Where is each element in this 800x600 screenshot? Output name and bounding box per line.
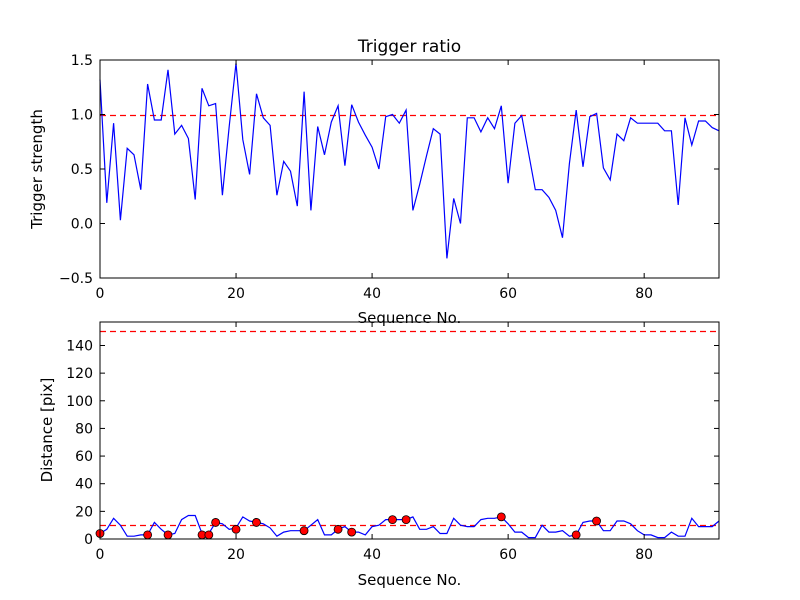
data-point-marker bbox=[347, 527, 357, 537]
y-tick-label: −0.5 bbox=[59, 271, 93, 287]
x-tick-label: 20 bbox=[227, 547, 245, 563]
x-tick-label: 40 bbox=[363, 286, 381, 302]
data-point-marker bbox=[401, 515, 411, 525]
x-tick-label: 0 bbox=[96, 547, 105, 563]
y-tick-label: 1.0 bbox=[71, 108, 93, 124]
x-tick-label: 80 bbox=[635, 286, 653, 302]
x-axis-label: Sequence No. bbox=[358, 309, 462, 327]
x-axis-label: Sequence No. bbox=[358, 571, 462, 589]
x-tick-label: 40 bbox=[363, 547, 381, 563]
data-point-marker bbox=[211, 518, 221, 527]
y-tick-label: 120 bbox=[66, 366, 93, 382]
x-tick-label: 80 bbox=[635, 547, 653, 563]
data-point-marker bbox=[163, 530, 173, 540]
data-point-marker bbox=[333, 524, 343, 534]
y-tick-label: 80 bbox=[75, 421, 93, 437]
series-line-trigger-strength bbox=[99, 63, 720, 259]
distance-chart: 0 20 40 60 80 100 120 140 0 20 40 60 80 Sequence No… bbox=[38, 321, 720, 589]
data-point-marker bbox=[592, 516, 601, 526]
y-axis-label: Trigger strength bbox=[28, 109, 46, 230]
data-point-marker bbox=[252, 518, 261, 527]
y-tick-label: 0.0 bbox=[71, 217, 93, 233]
x-tick-label: 20 bbox=[227, 286, 245, 302]
data-point-marker bbox=[143, 530, 153, 540]
x-tick-label: 0 bbox=[96, 286, 105, 302]
data-point-marker bbox=[388, 515, 397, 525]
y-tick-label: 40 bbox=[75, 477, 93, 493]
x-tick-label: 60 bbox=[499, 547, 517, 563]
data-point-marker bbox=[496, 512, 506, 522]
y-tick-label: 0 bbox=[84, 532, 93, 548]
y-tick-label: 60 bbox=[75, 449, 93, 465]
y-axis-ticks: −0.5 0.0 0.5 1.0 1.5 bbox=[59, 53, 719, 287]
data-point-marker bbox=[299, 526, 309, 536]
plot-frame bbox=[99, 59, 720, 279]
data-point-marker bbox=[571, 530, 581, 540]
y-tick-label: 0.5 bbox=[71, 162, 93, 178]
y-tick-label: 140 bbox=[66, 338, 93, 354]
plot-frame bbox=[99, 321, 720, 540]
y-tick-label: 20 bbox=[75, 504, 93, 520]
y-tick-label: 100 bbox=[66, 394, 93, 410]
y-axis-ticks: 0 20 40 60 80 100 120 140 bbox=[66, 338, 719, 548]
data-point-marker bbox=[231, 524, 241, 534]
y-tick-label: 1.5 bbox=[71, 53, 93, 69]
chart-title: Trigger ratio bbox=[357, 37, 461, 57]
x-tick-label: 60 bbox=[499, 286, 517, 302]
data-point-marker bbox=[204, 530, 214, 540]
highlighted-markers bbox=[95, 512, 601, 540]
y-axis-label: Distance [pix] bbox=[38, 378, 56, 483]
